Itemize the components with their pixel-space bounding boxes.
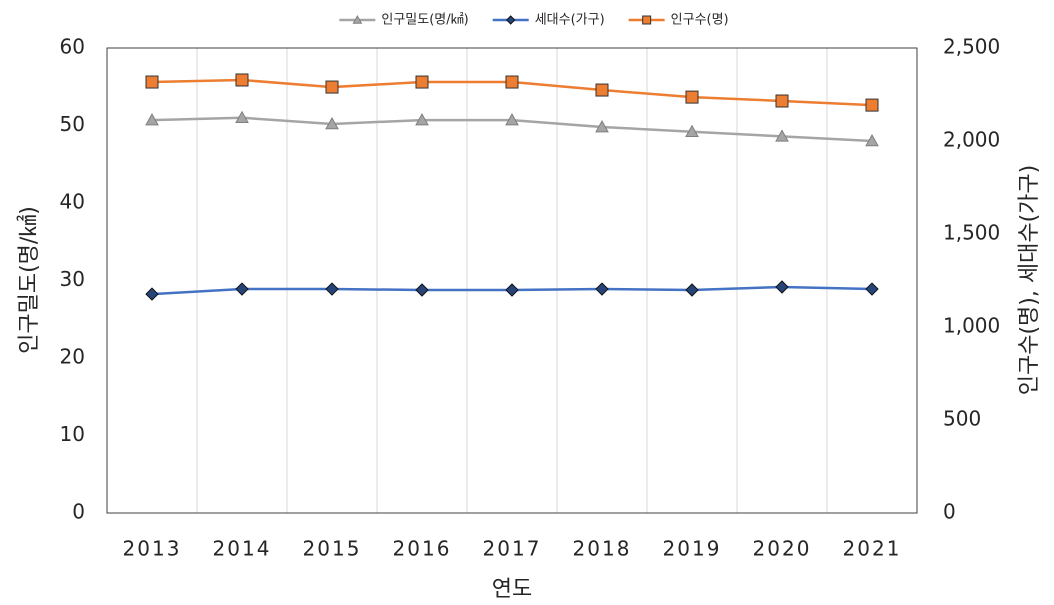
x-tick-label: 2018: [573, 537, 632, 561]
legend-label: 인구밀도(명/㎢): [381, 13, 468, 28]
marker: [685, 124, 699, 137]
marker: [235, 110, 249, 124]
marker: [865, 98, 879, 112]
x-tick-label: 2013: [123, 537, 182, 561]
legend-label: 인구수(명): [671, 13, 729, 28]
x-axis-label: 연도: [492, 577, 532, 602]
marker: [325, 80, 339, 94]
y2-tick-label: 2,000: [943, 128, 1000, 152]
marker: [505, 75, 519, 89]
plot-frame: [106, 47, 918, 514]
x-tick-label: 2015: [303, 537, 362, 561]
x-tick-label: 2020: [753, 537, 812, 561]
marker: [685, 283, 699, 297]
marker: [595, 282, 609, 296]
y2-tick-label: 2,500: [943, 35, 1000, 59]
marker: [145, 287, 159, 301]
y-tick-label: 10: [60, 422, 85, 446]
marker: [505, 283, 519, 297]
marker: [642, 15, 652, 25]
y-tick-label: 0: [72, 500, 85, 524]
marker: [325, 282, 339, 296]
y-tick-label: 60: [60, 35, 85, 59]
marker: [775, 280, 789, 294]
legend: 인구밀도(명/㎢) 세대수(가구) 인구수(명): [339, 13, 729, 28]
y2-tick-label: 500: [943, 407, 981, 431]
marker: [505, 15, 516, 25]
x-tick-label: 2021: [843, 537, 902, 561]
marker: [865, 133, 879, 147]
marker: [595, 120, 609, 133]
y-tick-label: 20: [60, 345, 85, 369]
marker: [325, 116, 339, 130]
x-tick-label: 2017: [483, 537, 542, 561]
marker: [865, 282, 879, 296]
marker: [415, 75, 429, 89]
marker: [235, 282, 249, 296]
marker: [352, 14, 363, 24]
y-axis-label: 인구밀도(명/㎢): [16, 206, 42, 354]
marker: [775, 94, 789, 108]
y2-tick-label: 1,000: [943, 314, 1000, 338]
marker: [685, 90, 699, 104]
x-tick-label: 2014: [213, 537, 272, 561]
marker: [145, 113, 159, 126]
y2-tick-label: 0: [943, 500, 956, 524]
y-tick-label: 50: [60, 112, 85, 136]
marker: [775, 129, 789, 142]
marker: [505, 113, 519, 126]
x-tick-label: 2016: [393, 537, 452, 561]
y-tick-label: 30: [60, 267, 85, 291]
y2-tick-label: 1,500: [943, 221, 1000, 245]
legend-label: 세대수(가구): [535, 13, 605, 28]
marker: [415, 283, 429, 297]
marker: [595, 83, 609, 97]
y-tick-label: 40: [60, 190, 85, 214]
y2-axis-label: 인구수(명), 세대수(가구): [1017, 165, 1042, 395]
x-tick-label: 2019: [663, 537, 722, 561]
marker: [415, 113, 429, 126]
marker: [235, 73, 249, 87]
marker: [145, 75, 159, 89]
